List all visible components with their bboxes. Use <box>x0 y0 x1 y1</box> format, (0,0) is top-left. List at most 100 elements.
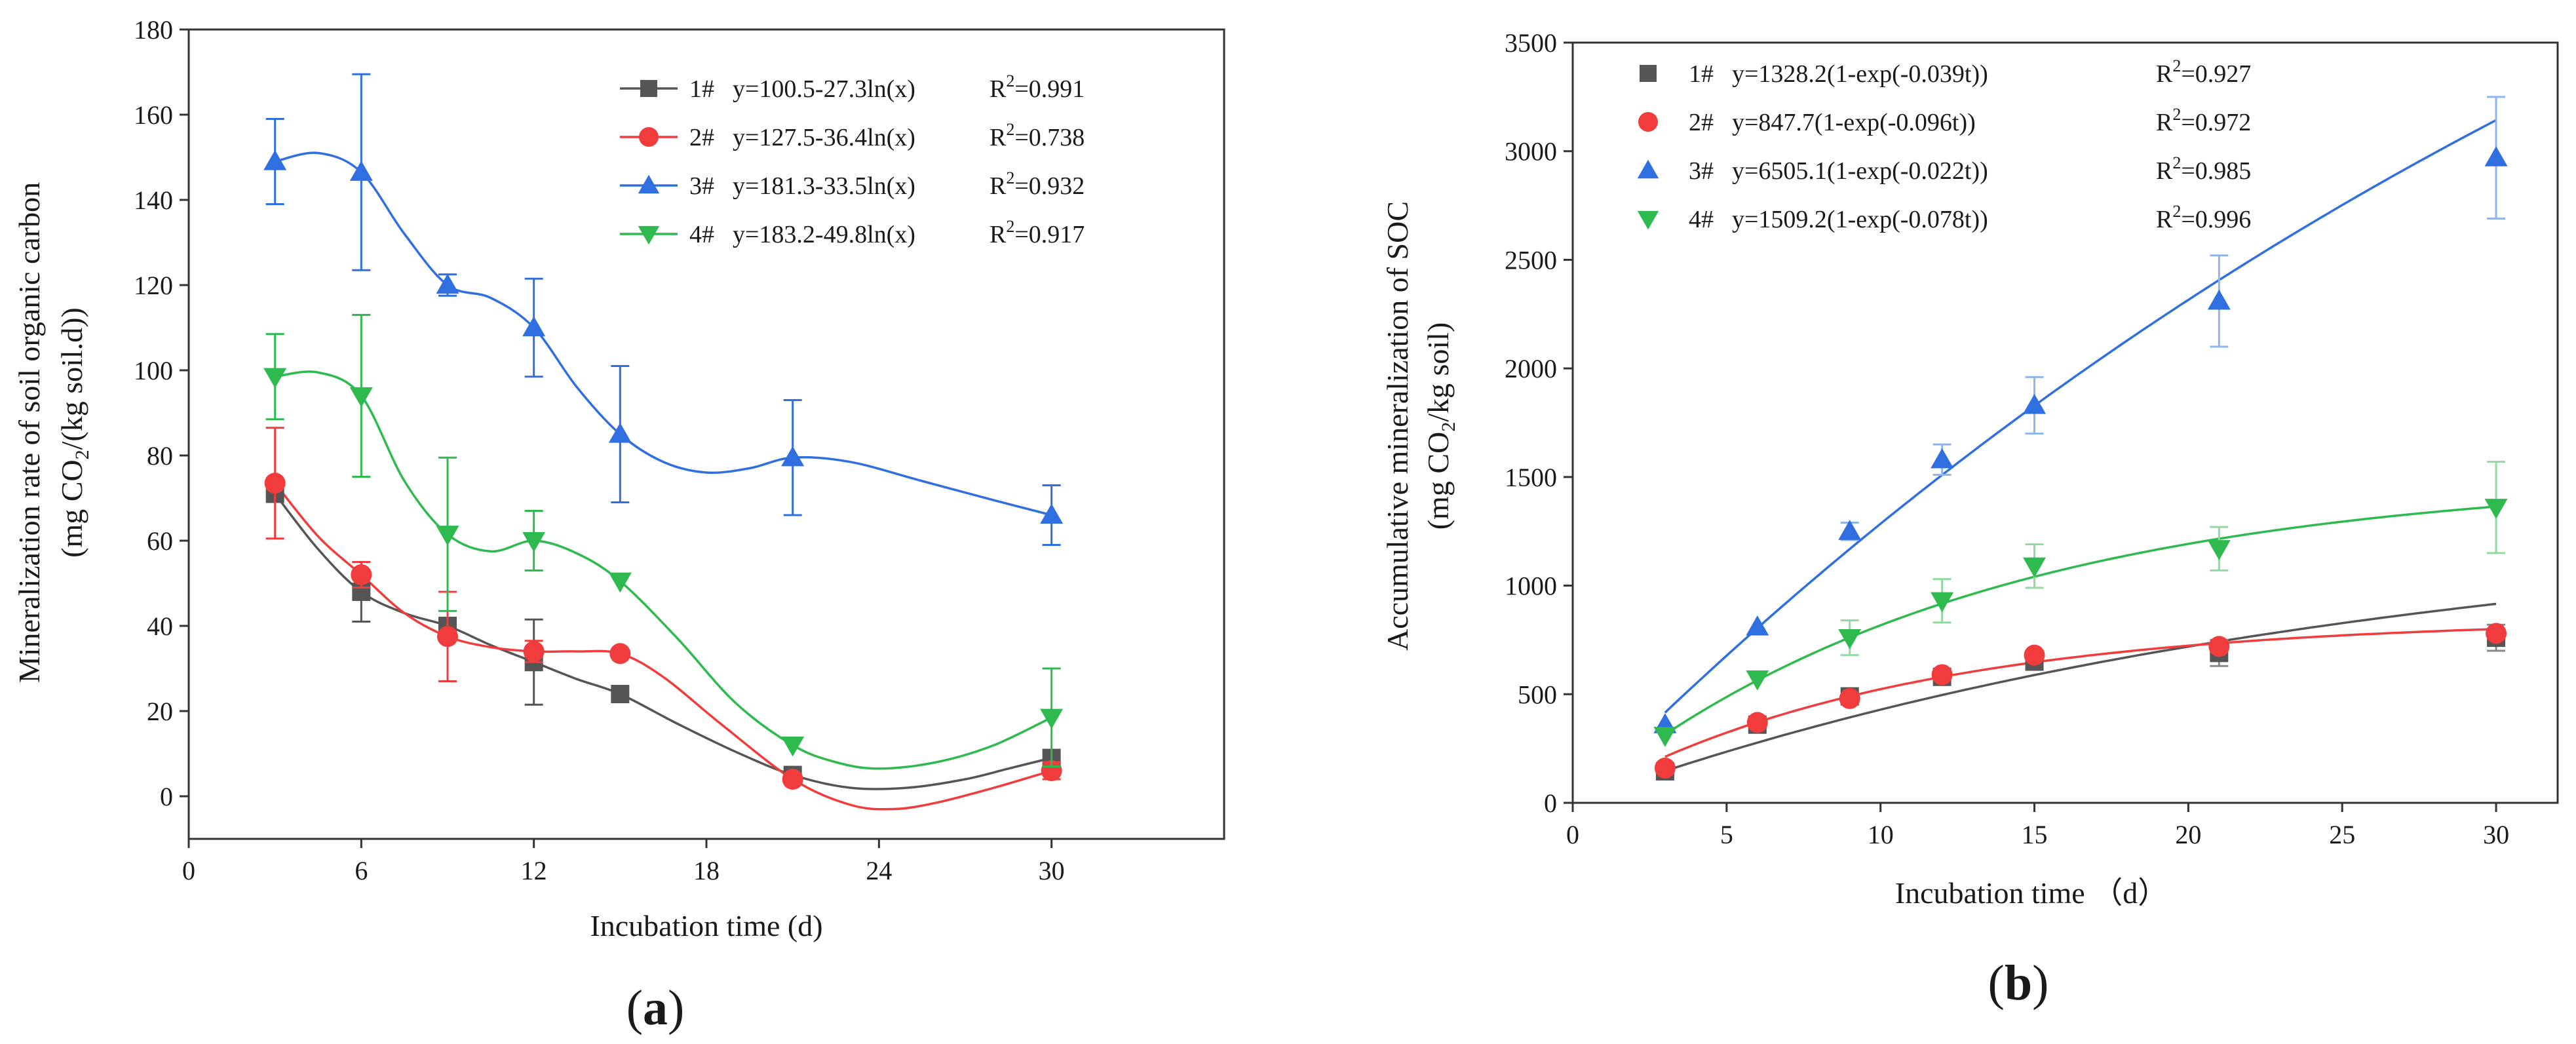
chartA-point-3 <box>781 446 805 467</box>
chartB-xtick-label: 5 <box>1720 820 1733 849</box>
chartB-legend-marker-1 <box>1640 65 1657 82</box>
chartA-legend-r2-2: R2=0.738 <box>990 120 1085 151</box>
chartA-legend-r2-1: R2=0.991 <box>990 71 1085 103</box>
chartA-series-line-3 <box>275 151 1052 516</box>
chartA-legend-name-4: 4# <box>689 221 714 248</box>
chartB-point-3 <box>2023 393 2047 414</box>
chartA-ytick-label: 20 <box>147 697 173 726</box>
chartA-legend-r2-3: R2=0.932 <box>990 168 1085 200</box>
chart-a-xlabel: Incubation time (d) <box>590 909 822 942</box>
chartB-xtick-label: 15 <box>2022 820 2048 849</box>
chartA-point-3 <box>349 161 373 181</box>
chartB-point-3 <box>1746 615 1769 636</box>
chartA-point-2 <box>437 626 458 648</box>
chartB-point-3 <box>2484 146 2508 166</box>
chartB-legend-equation-3: y=6505.1(1-exp(-0.022t)) <box>1732 157 1988 185</box>
chartA-point-2 <box>264 473 286 494</box>
chartB-legend-r2-4: R2=0.996 <box>2156 202 2251 233</box>
chartB-legend-marker-3 <box>1637 159 1659 179</box>
chartA-legend-equation-2: y=127.5-36.4ln(x) <box>733 124 915 151</box>
chart-b-panel-label: (b) <box>1988 956 2049 1011</box>
chartB-point-2 <box>1931 664 1953 686</box>
chartA-xtick-label: 18 <box>693 856 720 885</box>
chartA-point-4 <box>1040 708 1064 729</box>
chartB-ytick-label: 3500 <box>1505 28 1557 58</box>
chartA-legend-marker-4 <box>638 225 660 245</box>
chartB-xtick-label: 25 <box>2329 820 2355 849</box>
chartB-fit-curve-1 <box>1664 602 2497 773</box>
chart-a: Mineralization rate of soil organic carb… <box>12 15 1225 1035</box>
chartB-legend-equation-1: y=1328.2(1-exp(-0.039t)) <box>1732 60 1988 88</box>
chartA-ytick-label: 160 <box>134 100 173 130</box>
chartA-point-4 <box>522 532 546 552</box>
chartB-fit-curve-3 <box>1664 119 2497 714</box>
chartB-legend-name-2: 2# <box>1689 109 1714 136</box>
chartA-series-line-1 <box>274 493 1052 790</box>
chartA-series-line-4 <box>275 370 1052 770</box>
chartB-point-4 <box>1838 628 1862 649</box>
chartB-point-2 <box>2486 623 2507 644</box>
chartB-legend-name-1: 1# <box>1689 60 1714 88</box>
chartB-legend-r2-2: R2=0.972 <box>2156 105 2251 136</box>
chartB-legend-marker-2 <box>1638 112 1658 132</box>
chartB-point-4 <box>2484 499 2508 519</box>
chartA-ytick-label: 140 <box>134 185 173 215</box>
chartB-fit-curve-2 <box>1664 628 2497 758</box>
chartA-point-4 <box>349 387 373 408</box>
chartB-ytick-label: 3000 <box>1505 137 1557 166</box>
chartA-ytick-label: 100 <box>134 356 173 385</box>
chartB-point-2 <box>2208 636 2230 657</box>
chartA-xtick-label: 0 <box>182 856 195 885</box>
chartA-ytick-label: 80 <box>147 441 173 471</box>
chartA-point-1 <box>611 685 630 703</box>
chartA-legend-marker-2 <box>639 127 659 147</box>
chartB-point-2 <box>1839 687 1860 709</box>
chartA-legend-equation-1: y=100.5-27.3ln(x) <box>733 75 915 103</box>
chartB-point-3 <box>1931 448 1954 469</box>
chartA-point-2 <box>523 641 545 662</box>
chartB-xtick-label: 0 <box>1566 820 1579 849</box>
chartA-legend-equation-3: y=181.3-33.5ln(x) <box>733 172 915 200</box>
chartA-xtick-label: 30 <box>1039 856 1065 885</box>
chartB-point-2 <box>2024 644 2045 666</box>
chartB-xtick-label: 20 <box>2175 820 2201 849</box>
chartA-point-3 <box>522 316 546 337</box>
chartB-legend-marker-4 <box>1637 210 1659 230</box>
chartA-point-2 <box>351 564 372 585</box>
chart-a-ylabel: Mineralization rate of soil organic carb… <box>12 182 46 683</box>
chartA-legend-marker-3 <box>638 174 660 194</box>
chartB-point-2 <box>1746 712 1768 733</box>
chartB-legend-r2-3: R2=0.985 <box>2156 153 2251 185</box>
chartB-point-4 <box>2207 540 2231 560</box>
chartB-fit-curve-4 <box>1664 505 2497 736</box>
chart-b-ylabel: Accumulative mineralization of SOC <box>1381 201 1414 651</box>
chartA-ytick-label: 40 <box>147 611 173 641</box>
chartB-legend-r2-1: R2=0.927 <box>2156 56 2251 88</box>
chartB-xtick-label: 10 <box>1868 820 1894 849</box>
chartA-point-2 <box>782 769 803 790</box>
chartB-point-4 <box>1653 727 1677 747</box>
chartB-ytick-label: 500 <box>1518 680 1557 709</box>
chart-b-xlabel: Incubation time （d） <box>1895 876 2168 910</box>
chartA-legend-name-1: 1# <box>689 75 714 103</box>
chartA-point-4 <box>263 368 287 389</box>
chartA-series-line-2 <box>274 482 1052 811</box>
chart-a-ylabel-units: (mg CO2/(kg soil.d)) <box>55 307 93 558</box>
chart-a-panel-label: (a) <box>626 980 685 1035</box>
chartA-xtick-label: 12 <box>521 856 547 885</box>
chartB-ytick-label: 1000 <box>1505 571 1557 601</box>
chartA-xtick-label: 24 <box>866 856 892 885</box>
chartA-xtick-label: 6 <box>355 856 368 885</box>
chartB-legend-equation-2: y=847.7(1-exp(-0.096t)) <box>1732 109 1976 136</box>
chartB-point-4 <box>1746 670 1769 691</box>
chartB-ytick-label: 1500 <box>1505 463 1557 492</box>
chartB-legend-name-4: 4# <box>1689 206 1714 233</box>
chartB-ytick-label: 0 <box>1544 788 1557 818</box>
chartA-legend-equation-4: y=183.2-49.8ln(x) <box>733 221 915 248</box>
chart-b-ylabel-units: (mg CO2/kg soil) <box>1421 322 1459 530</box>
chartA-legend-name-2: 2# <box>689 124 714 151</box>
chartA-point-3 <box>1040 503 1064 524</box>
chartB-point-4 <box>2023 557 2047 578</box>
chartA-legend-name-3: 3# <box>689 172 714 200</box>
